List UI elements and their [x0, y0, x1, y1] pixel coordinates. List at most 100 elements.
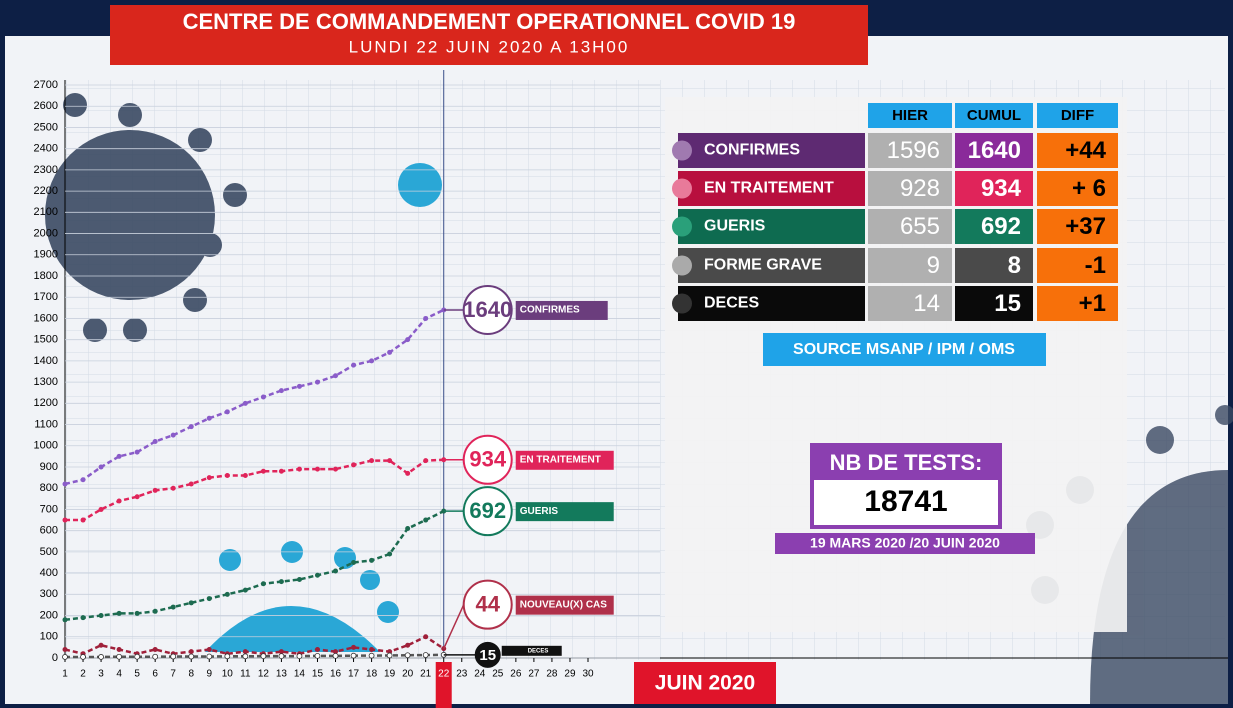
data-point [224, 409, 230, 415]
data-point [386, 652, 393, 659]
table-cell [955, 286, 1033, 321]
table-value: 9 [927, 252, 940, 279]
x-tick-label: 4 [116, 669, 122, 680]
y-tick-label: 1200 [34, 397, 58, 409]
data-point [351, 644, 357, 650]
table-value: 692 [981, 213, 1021, 240]
label-connector [443, 604, 465, 649]
data-point [387, 458, 393, 464]
virus-decoration [45, 93, 247, 342]
y-tick-label: 1400 [34, 355, 58, 367]
x-tick-label: 30 [582, 669, 594, 680]
row-label-cell [678, 248, 865, 283]
x-tick-label: 24 [474, 669, 486, 680]
row-label: GUERIS [704, 218, 766, 235]
current-day-marker [435, 662, 452, 708]
x-tick-label: 19 [384, 669, 396, 680]
table-value: 1596 [887, 137, 940, 164]
data-point [224, 472, 230, 478]
row-dot [672, 255, 692, 276]
data-point [62, 647, 68, 653]
series-name: CONFIRMES [520, 305, 580, 316]
series-name: EN TRAITEMENT [520, 454, 601, 465]
table-header-cell [868, 103, 952, 128]
tests-label: NB DE TESTS: [830, 450, 983, 475]
data-point [260, 468, 266, 474]
row-dot [672, 178, 692, 199]
x-tick-label: 26 [510, 669, 522, 680]
x-tick-label: 20 [402, 669, 414, 680]
end-label-circle [462, 579, 513, 630]
y-tick-label: 2500 [34, 121, 58, 133]
table-cell [1037, 209, 1118, 244]
row-label-cell [678, 133, 865, 168]
y-tick-label: 1300 [34, 376, 58, 388]
data-point [98, 654, 104, 660]
series-tag [515, 450, 614, 470]
header-title: CENTRE DE COMMANDEMENT OPERATIONNEL COVI… [183, 9, 796, 34]
y-tick-label: 1000 [34, 440, 58, 452]
row-dot [672, 216, 692, 237]
data-point [116, 610, 122, 616]
table-value: +1 [1079, 290, 1106, 317]
x-tick-label: 16 [330, 669, 342, 680]
data-point [242, 400, 248, 406]
data-point [369, 458, 375, 464]
data-point [368, 652, 375, 659]
y-tick-label: 2400 [34, 143, 58, 155]
table-value: 934 [981, 175, 1022, 202]
table-value: +37 [1065, 213, 1106, 240]
table-cell [868, 133, 952, 168]
data-point [152, 487, 158, 493]
data-point [242, 653, 249, 660]
y-tick-label: 300 [40, 588, 58, 600]
table-value: 15 [994, 290, 1021, 317]
data-point [242, 472, 248, 478]
data-point [62, 617, 68, 623]
y-tick-label: 2000 [34, 227, 58, 239]
data-point [333, 649, 339, 655]
table-cell [955, 133, 1033, 168]
row-label: DECES [704, 295, 759, 312]
table-header-cell [955, 103, 1033, 128]
x-tick-label: 12 [258, 669, 270, 680]
y-tick-label: 200 [40, 609, 58, 621]
series-line [65, 458, 444, 522]
table-value: +44 [1065, 137, 1106, 164]
data-point [369, 358, 375, 364]
data-point [170, 485, 176, 491]
data-point [405, 642, 411, 648]
data-point [62, 654, 68, 660]
y-tick-label: 800 [40, 482, 58, 494]
data-point [423, 634, 429, 640]
data-point [98, 613, 104, 619]
x-tick-label: 21 [420, 669, 432, 680]
tests-value: 18741 [864, 485, 947, 518]
table-value: 1640 [968, 137, 1021, 164]
y-tick-label: 2300 [34, 164, 58, 176]
tests-period-box [775, 533, 1035, 554]
row-label: FORME GRAVE [704, 257, 822, 274]
x-tick-label: 1 [62, 669, 68, 680]
data-point [278, 388, 284, 394]
data-point [98, 464, 104, 470]
data-point [98, 642, 104, 648]
x-tick-label: 25 [492, 669, 504, 680]
x-tick-label: 15 [312, 669, 324, 680]
data-point [260, 581, 266, 587]
y-tick-label: 1800 [34, 270, 58, 282]
data-point [314, 572, 320, 578]
x-tick-label: 11 [240, 669, 251, 680]
x-tick-label: 2 [80, 669, 86, 680]
data-point [134, 494, 140, 500]
data-point [134, 610, 140, 616]
series-tag [515, 595, 614, 615]
data-point [278, 579, 284, 585]
y-tick-label: 0 [52, 652, 58, 664]
data-point [296, 383, 302, 389]
data-point [98, 506, 104, 512]
data-point [242, 587, 248, 593]
data-point [224, 591, 230, 597]
table-cell [1037, 286, 1118, 321]
x-tick-label: 29 [564, 669, 576, 680]
